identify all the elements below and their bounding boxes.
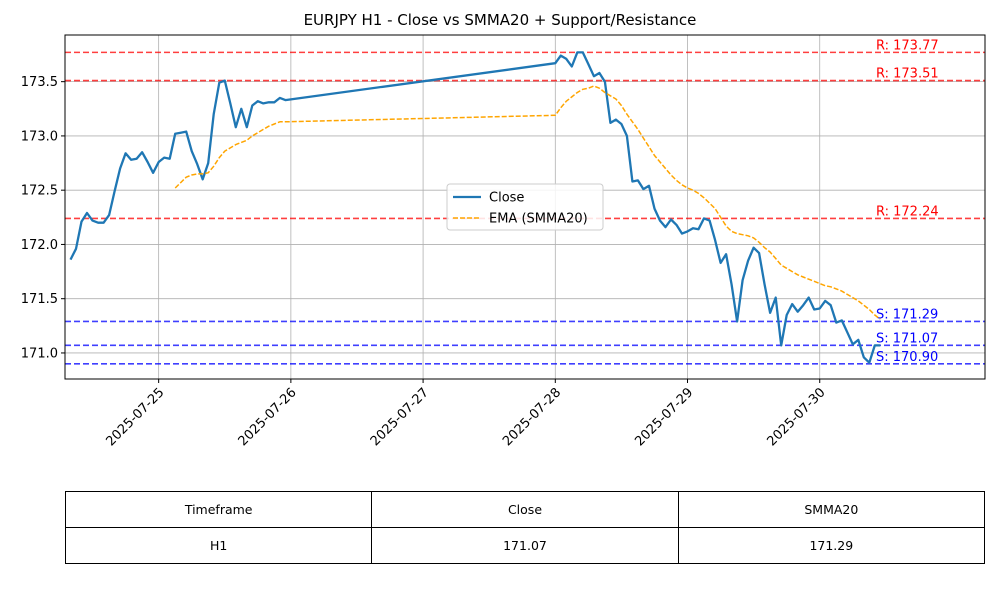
- x-tick-label: 2025-07-26: [236, 385, 300, 449]
- x-tick-label: 2025-07-29: [632, 385, 696, 449]
- resistance-level-label: R: 173.51: [876, 67, 939, 82]
- legend-box: [446, 183, 604, 231]
- support-level-label: S: 170.90: [876, 350, 938, 365]
- summary-table: Timeframe Close SMMA20 H1 171.07 171.29: [64, 491, 986, 564]
- x-tick-label: 2025-07-27: [368, 385, 432, 449]
- y-tick-label: 173.5: [21, 75, 58, 90]
- plot-frame: [64, 34, 986, 380]
- table-cell: 171.07: [371, 527, 679, 564]
- legend-entry-label: Close: [489, 191, 524, 206]
- smma-series-line: [174, 85, 881, 320]
- table-header-cell: SMMA20: [677, 491, 986, 528]
- table-header-cell: Timeframe: [64, 491, 373, 528]
- support-level-label: S: 171.29: [876, 307, 938, 322]
- x-tick-label: 2025-07-30: [765, 385, 829, 449]
- y-tick-label: 171.5: [21, 292, 58, 307]
- y-tick-label: 172.0: [21, 238, 58, 253]
- y-tick-label: 172.5: [21, 184, 58, 199]
- table-cell: H1: [64, 527, 373, 564]
- table-header-cell: Close: [371, 491, 679, 528]
- chart-title: EURJPY H1 - Close vs SMMA20 + Support/Re…: [303, 11, 697, 29]
- legend-entry-label: EMA (SMMA20): [489, 212, 588, 227]
- table-row: H1 171.07 171.29: [64, 527, 986, 564]
- table-cell: 171.29: [677, 527, 986, 564]
- table-header-row: Timeframe Close SMMA20: [64, 491, 986, 528]
- support-level-label: S: 171.07: [876, 331, 938, 346]
- y-tick-label: 171.0: [21, 346, 58, 361]
- close-series-line: [69, 51, 881, 364]
- x-tick-label: 2025-07-25: [103, 385, 167, 449]
- x-tick-label: 2025-07-28: [500, 385, 564, 449]
- y-tick-label: 173.0: [21, 129, 58, 144]
- resistance-level-label: R: 172.24: [876, 204, 939, 219]
- resistance-level-label: R: 173.77: [876, 38, 939, 53]
